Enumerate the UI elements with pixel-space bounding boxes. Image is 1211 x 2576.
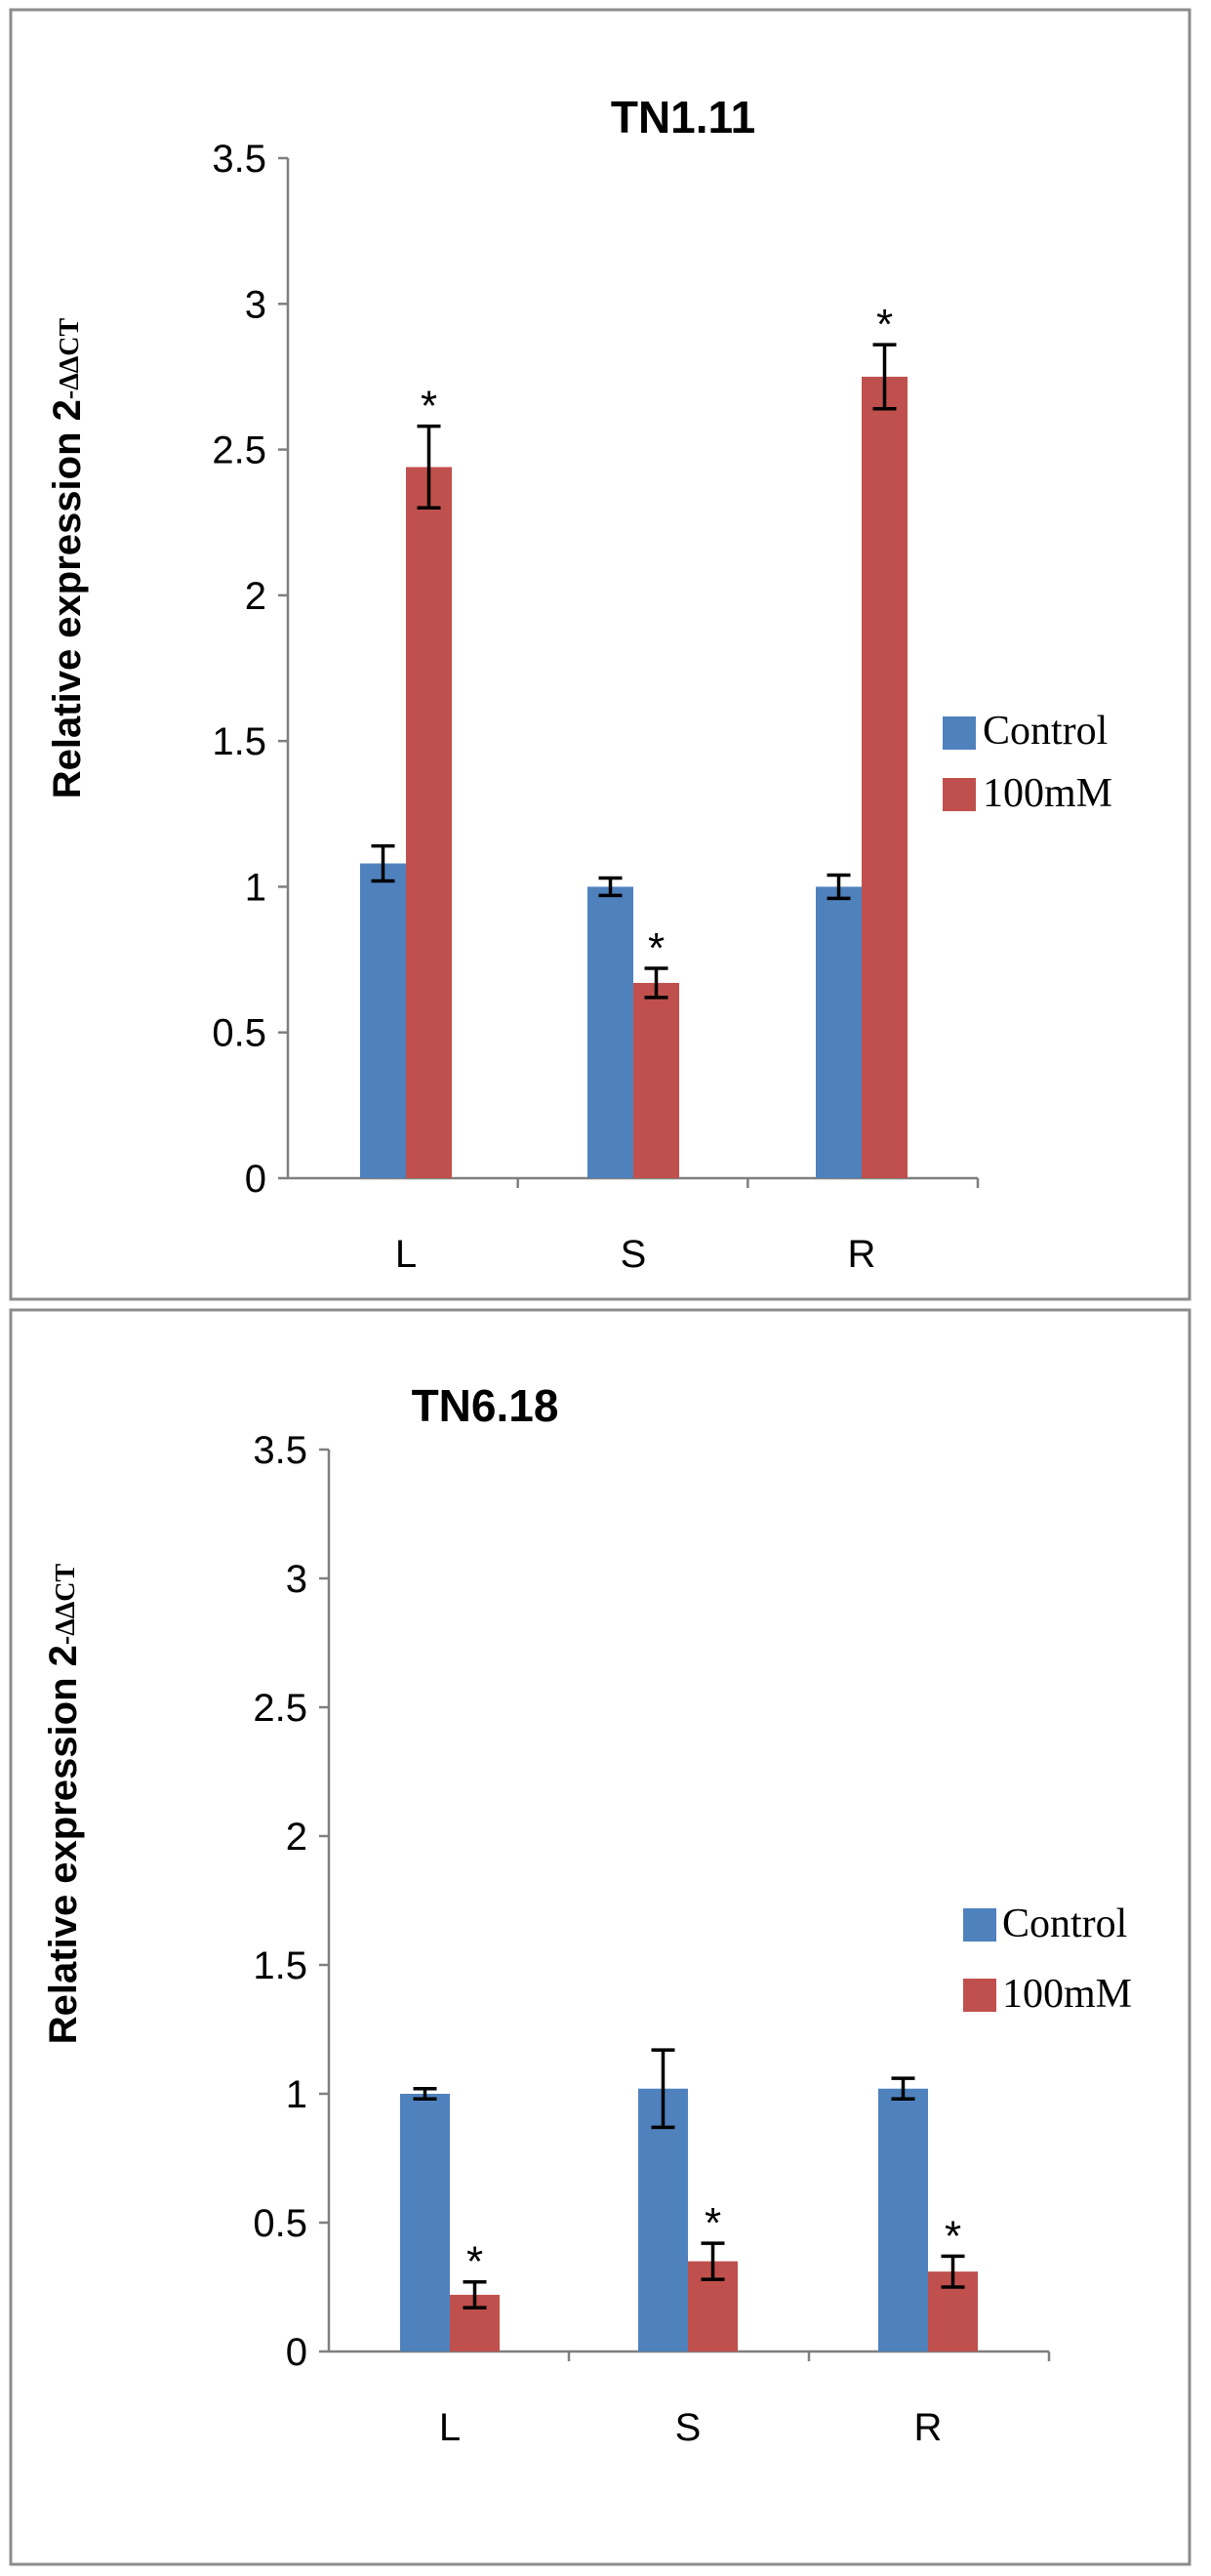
y-axis-label-superscript: -ΔΔCT bbox=[51, 1563, 81, 1645]
y-tick-label: 0.5 bbox=[212, 1012, 266, 1055]
bar-control-S bbox=[638, 2088, 688, 2351]
significance-asterisk: * bbox=[648, 924, 665, 972]
chart-panel-1: TN1.11 Relative expression 2-ΔΔCT 0 0.5 1 1.5… bbox=[9, 8, 1191, 1301]
legend-swatch-1 bbox=[943, 716, 976, 750]
significance-asterisk: * bbox=[945, 2212, 961, 2260]
y-tick-label: 2.5 bbox=[212, 429, 266, 472]
chart-title: TN6.18 bbox=[412, 1380, 559, 1431]
bar-control-L bbox=[360, 863, 406, 1178]
y-axis-label: Relative expression 2-ΔΔCT bbox=[46, 317, 89, 798]
x-tick-label: L bbox=[439, 2406, 461, 2449]
chart-title: TN1.11 bbox=[611, 92, 755, 143]
significance-asterisk: * bbox=[705, 2199, 721, 2247]
y-tick-label: 1 bbox=[245, 866, 266, 909]
y-tick-label: 3 bbox=[286, 1558, 307, 1601]
bar-control-L bbox=[400, 2094, 450, 2351]
y-tick-label: 3.5 bbox=[253, 1429, 307, 1472]
bar-control-R bbox=[878, 2088, 928, 2351]
bar-100mm-R bbox=[862, 376, 908, 1178]
legend-label-2: 100mM bbox=[983, 771, 1112, 816]
y-tick-label: 3.5 bbox=[212, 138, 266, 181]
y-tick-label: 0.5 bbox=[253, 2202, 307, 2245]
y-tick-label: 0 bbox=[245, 1158, 266, 1201]
y-tick-label: 1.5 bbox=[212, 720, 266, 763]
y-axis-label: Relative expression 2-ΔΔCT bbox=[42, 1563, 85, 2044]
bar-100mm-L bbox=[406, 467, 452, 1178]
y-axis-label-superscript: -ΔΔCT bbox=[55, 317, 85, 399]
legend-swatch-2 bbox=[943, 778, 976, 811]
y-tick-label: 3 bbox=[245, 283, 266, 326]
y-axis-label-main: Relative expression 2 bbox=[42, 1645, 85, 2044]
x-tick-label: R bbox=[914, 2406, 943, 2449]
legend-swatch-2 bbox=[963, 1979, 996, 2012]
legend-label-2: 100mM bbox=[1002, 1972, 1132, 2017]
x-tick-label: S bbox=[621, 1233, 647, 1276]
bar-control-S bbox=[587, 886, 633, 1178]
y-tick-label: 0 bbox=[286, 2331, 307, 2374]
x-tick-label: S bbox=[675, 2406, 702, 2449]
y-tick-label: 2.5 bbox=[253, 1687, 307, 1730]
significance-asterisk: * bbox=[421, 383, 437, 430]
y-tick-label: 1.5 bbox=[253, 1944, 307, 1987]
legend-label-1: Control bbox=[983, 709, 1108, 754]
legend-swatch-1 bbox=[963, 1908, 996, 1942]
bar-100mm-S bbox=[633, 982, 679, 1178]
legend-label-1: Control bbox=[1002, 1901, 1127, 1946]
y-tick-label: 1 bbox=[286, 2073, 307, 2116]
y-tick-label: 2 bbox=[245, 575, 266, 618]
bar-control-R bbox=[816, 886, 862, 1178]
chart-panel-2: TN6.18 Relative expression 2-ΔΔCT 0 0.5 1 1.5… bbox=[9, 1308, 1191, 2566]
y-tick-label: 2 bbox=[286, 1816, 307, 1859]
x-tick-label: R bbox=[848, 1233, 876, 1276]
y-axis-label-main: Relative expression 2 bbox=[46, 399, 89, 798]
significance-asterisk: * bbox=[876, 301, 893, 348]
x-tick-label: L bbox=[395, 1233, 417, 1276]
significance-asterisk: * bbox=[466, 2238, 483, 2286]
